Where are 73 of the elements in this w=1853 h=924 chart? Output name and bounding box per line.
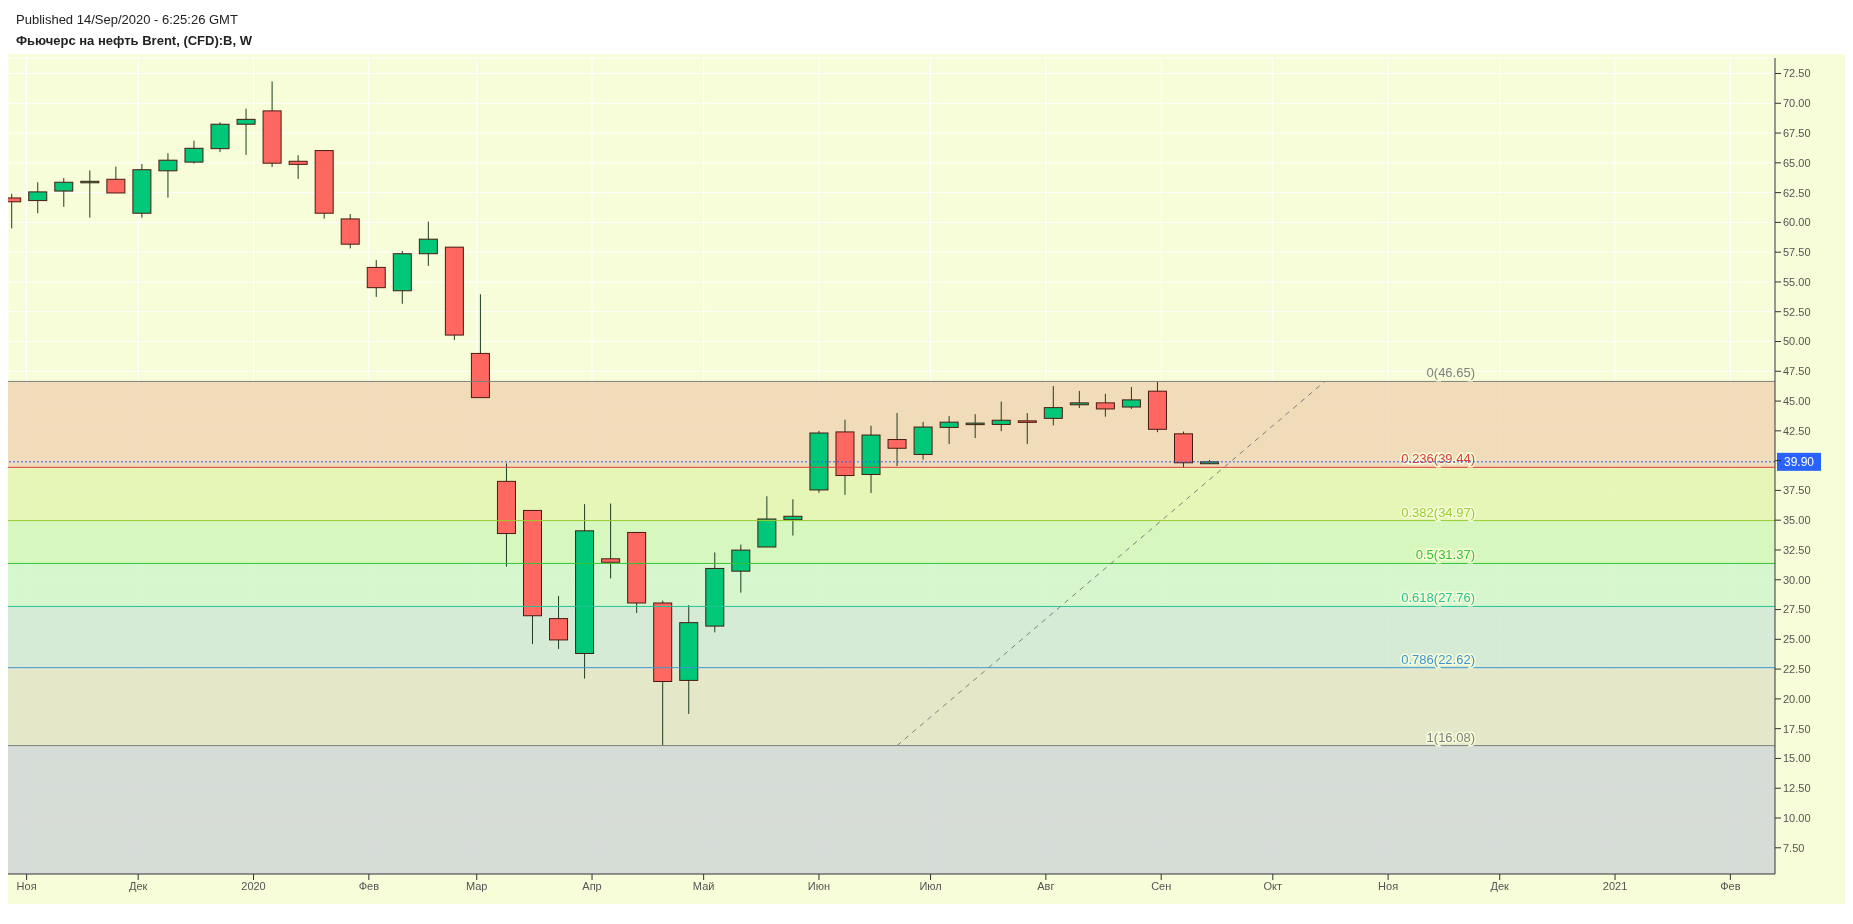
x-tick-label: Ноя [16, 879, 37, 892]
x-tick-label: Дек [1490, 879, 1510, 892]
candlestick [1017, 412, 1037, 445]
candlestick [366, 259, 386, 298]
x-tick-label: Авг [1037, 879, 1055, 892]
x-tick-label: Апр [582, 879, 602, 892]
candlestick [288, 154, 308, 180]
y-tick-label: 62.50 [1783, 186, 1811, 199]
y-tick-label: 20.00 [1783, 692, 1811, 705]
y-tick-label: 57.50 [1783, 246, 1811, 259]
y-tick-label: 65.00 [1783, 156, 1811, 169]
y-tick-label: 67.50 [1783, 126, 1811, 139]
y-tick-label: 70.00 [1783, 97, 1811, 110]
x-tick-label: 2020 [241, 879, 266, 892]
y-tick-label: 15.00 [1783, 752, 1811, 765]
candlestick [1043, 385, 1063, 426]
x-tick-label: Фев [1720, 879, 1741, 892]
y-tick-label: 37.50 [1783, 484, 1811, 497]
candlestick [965, 413, 985, 439]
y-tick-label: 12.50 [1783, 782, 1811, 795]
x-tick-label: Мар [465, 879, 488, 892]
candlestick [184, 140, 204, 165]
x-tick-label: Июл [919, 879, 942, 892]
x-tick-label: Май [692, 879, 715, 892]
y-tick-label: 60.00 [1783, 216, 1811, 229]
candlestick [54, 177, 74, 208]
candlestick [158, 152, 178, 199]
candlestick [887, 412, 907, 467]
y-tick-label: 45.00 [1783, 394, 1811, 407]
candlestick [991, 401, 1011, 432]
ref-line-label: 0.236(39.44) [1401, 451, 1475, 467]
ref-line-label: 0.618(27.76) [1401, 590, 1475, 606]
y-tick-label: 55.00 [1783, 275, 1811, 288]
x-tick-label: Ноя [1378, 879, 1399, 892]
y-tick-label: 25.00 [1783, 633, 1811, 646]
x-tick-label: Фев [358, 879, 380, 892]
candlestick [783, 498, 803, 537]
ref-line-label: 0.5(31.37) [1415, 547, 1475, 563]
y-tick-label: 30.00 [1783, 573, 1811, 586]
y-tick-label: 17.50 [1783, 722, 1811, 735]
ref-line-label: 1(16.08) [1426, 729, 1475, 745]
y-tick-label: 27.50 [1783, 603, 1811, 616]
y-tick-label: 7.50 [1783, 841, 1805, 854]
candlestick [28, 181, 48, 214]
candlestick [601, 503, 621, 579]
y-tick-label: 22.50 [1783, 663, 1811, 676]
y-tick-label: 52.50 [1783, 305, 1811, 318]
x-tick-label: Сен [1151, 879, 1172, 892]
candlestick [236, 108, 256, 156]
y-tick-label: 32.50 [1783, 543, 1811, 556]
y-tick-label: 50.00 [1783, 335, 1811, 348]
ref-line-label: 39.90 [1783, 454, 1815, 469]
ref-line-label: 0.382(34.97) [1401, 504, 1475, 520]
candlestick [106, 166, 126, 194]
chart-title: Фьючерс на нефть Brent, (CFD):B, W [15, 32, 253, 50]
y-tick-label: 42.50 [1783, 424, 1811, 437]
x-tick-label: 2021 [1602, 879, 1628, 892]
y-tick-label: 72.50 [1783, 67, 1811, 80]
candlestick [1121, 386, 1141, 410]
candlestick [549, 595, 569, 650]
ref-line-label: 0(46.65) [1426, 365, 1475, 381]
candlestick [731, 544, 751, 594]
x-tick-label: Дек [129, 879, 148, 892]
candlestick [939, 415, 959, 445]
x-tick-label: Июн [807, 879, 831, 892]
candlestick [1095, 393, 1115, 418]
ref-line-label: 0.786(22.62) [1401, 651, 1475, 667]
y-tick-label: 35.00 [1783, 514, 1811, 527]
y-tick-label: 47.50 [1783, 365, 1811, 378]
text: Published 14/Sep/2020 - 6:25:26 GMT [15, 11, 239, 27]
y-tick-label: 10.00 [1783, 811, 1811, 824]
candlestick [418, 221, 438, 267]
x-tick-label: Окт [1263, 879, 1283, 892]
